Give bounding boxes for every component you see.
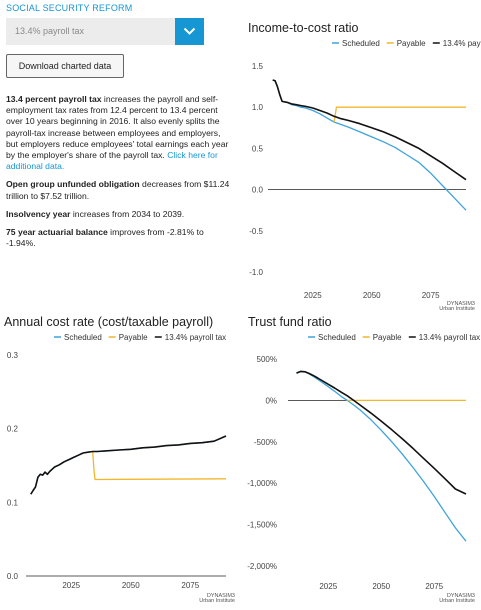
y-tick-label: 0.5 <box>252 144 264 153</box>
trust-fund-ratio-svg: Trust fund ratio Scheduled Payable 13.4% pa… <box>247 315 480 604</box>
select-toggle[interactable] <box>175 18 204 45</box>
description-text: increases from 2034 to 2039. <box>70 208 185 219</box>
download-data-button[interactable]: Download charted data <box>6 54 124 78</box>
series-line-scheduled <box>296 370 467 542</box>
source-label: Urban Institute <box>439 598 475 604</box>
series-line-payable <box>92 451 227 481</box>
income-to-cost-svg: Income-to-cost ratio Scheduled Payable 13.4… <box>248 21 481 312</box>
series-line-13-4-payroll-tax <box>30 435 227 495</box>
description-text: increases the payroll and self-employmen… <box>6 94 229 161</box>
legend-label: 13.4% payroll tax <box>419 333 480 342</box>
chart-title: Annual cost rate (cost/taxable payroll) <box>4 315 213 329</box>
x-tick-label: 2025 <box>319 582 337 591</box>
description-bold: 13.4 percent payroll tax <box>6 94 102 104</box>
y-tick-label: 0.0 <box>7 572 19 581</box>
y-tick-label: 0.0 <box>252 186 264 195</box>
description-text: decreases from $11.24 trillion to $7.52 … <box>6 179 230 201</box>
income-to-cost-chart: Income-to-cost ratio Scheduled Payable 13.4… <box>248 18 481 313</box>
y-tick-label: -1,500% <box>247 521 277 530</box>
annual-cost-rate-svg: Annual cost rate (cost/taxable payroll) S… <box>4 315 235 604</box>
legend-label: Scheduled <box>342 39 380 48</box>
reform-select-value: 13.4% payroll tax <box>15 26 85 36</box>
series-line-13-4-payroll-tax <box>272 79 467 181</box>
description-paragraph: 75 year actuarial balance improves from … <box>6 227 232 249</box>
x-tick-label: 2075 <box>422 291 440 300</box>
x-tick-label: 2025 <box>62 581 80 590</box>
y-tick-label: -1,000% <box>247 479 277 488</box>
legend-label: 13.4% payroll tax <box>443 39 481 48</box>
description-paragraph: Open group unfunded obligation decreases… <box>6 179 232 201</box>
source-label: Urban Institute <box>199 598 235 604</box>
description-paragraph: Insolvency year increases from 2034 to 2… <box>6 209 232 220</box>
source-label: DYNASIM3 <box>447 301 475 307</box>
y-tick-label: 0.2 <box>7 425 19 434</box>
legend-label: Scheduled <box>64 333 102 342</box>
source-label: DYNASIM3 <box>447 593 475 599</box>
source-label: DYNASIM3 <box>207 593 235 599</box>
reform-select[interactable]: 13.4% payroll tax <box>6 18 204 45</box>
source-label: Urban Institute <box>439 306 475 312</box>
x-tick-label: 2050 <box>372 582 390 591</box>
legend-label: Payable <box>397 39 426 48</box>
x-tick-label: 2075 <box>425 582 443 591</box>
description-paragraph: 13.4 percent payroll tax increases the p… <box>6 94 232 172</box>
y-tick-label: 1.5 <box>252 62 264 71</box>
y-tick-label: 0.3 <box>7 351 19 360</box>
legend-label: Payable <box>119 333 148 342</box>
x-tick-label: 2050 <box>363 291 381 300</box>
series-line-payable <box>333 106 466 123</box>
legend-label: 13.4% payroll tax <box>165 333 226 342</box>
chart-title: Income-to-cost ratio <box>248 21 359 35</box>
chart-title: Trust fund ratio <box>248 315 332 329</box>
y-tick-label: -0.5 <box>249 227 263 236</box>
description-bold: 75 year actuarial balance <box>6 227 108 238</box>
chevron-down-icon <box>183 27 196 35</box>
x-tick-label: 2075 <box>181 581 199 590</box>
legend-label: Payable <box>373 333 402 342</box>
series-line-13-4-payroll-tax <box>296 370 467 495</box>
y-tick-label: -2,000% <box>247 562 277 571</box>
description-bold: Insolvency year <box>6 208 71 219</box>
y-tick-label: 0.1 <box>7 498 19 507</box>
trust-fund-ratio-chart: Trust fund ratio Scheduled Payable 13.4% pa… <box>247 312 480 608</box>
x-tick-label: 2050 <box>122 581 140 590</box>
reform-description: 13.4 percent payroll tax increases the p… <box>6 94 232 256</box>
legend-label: Scheduled <box>318 333 356 342</box>
series-line-scheduled <box>272 79 467 211</box>
y-tick-label: 1.0 <box>252 103 264 112</box>
y-tick-label: 0% <box>265 396 277 405</box>
description-text: improves from -2.81% to -1.94%. <box>6 227 204 249</box>
description-bold: Open group unfunded obligation <box>6 179 140 190</box>
x-tick-label: 2025 <box>304 291 322 300</box>
y-tick-label: -1.0 <box>249 268 263 277</box>
y-tick-label: 500% <box>257 355 277 364</box>
section-eyebrow: SOCIAL SECURITY REFORM <box>6 3 133 13</box>
annual-cost-rate-chart: Annual cost rate (cost/taxable payroll) S… <box>4 312 236 608</box>
additional-data-link[interactable]: Click here for additional data. <box>6 150 218 172</box>
y-tick-label: -500% <box>254 438 277 447</box>
